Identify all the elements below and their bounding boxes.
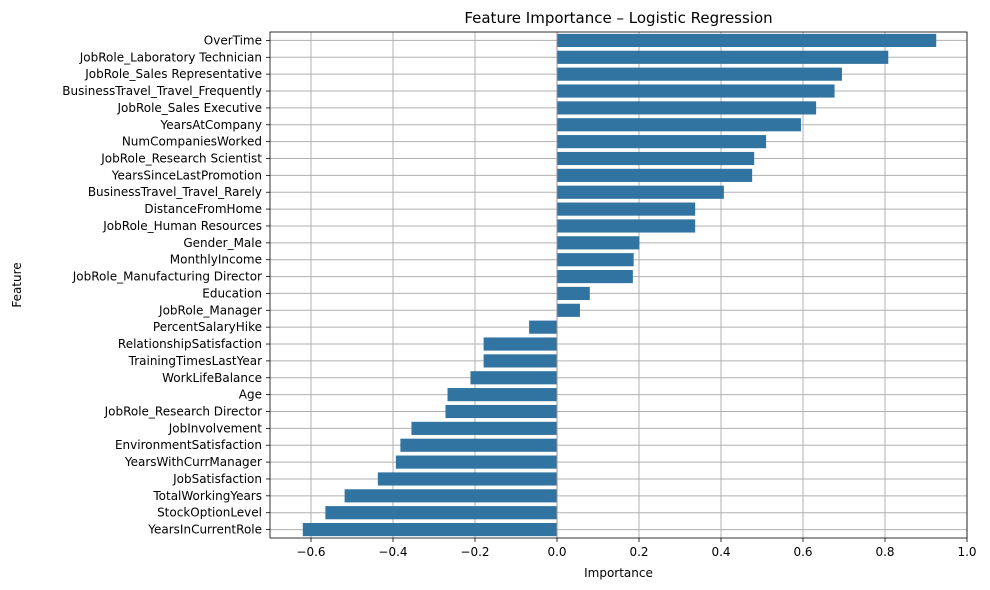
x-tick-label: −0.2 bbox=[460, 545, 489, 559]
y-tick-label: JobRole_Sales Representative bbox=[84, 67, 262, 81]
bar bbox=[557, 84, 835, 98]
chart-title: Feature Importance – Logistic Regression bbox=[464, 9, 772, 27]
bar bbox=[483, 354, 557, 368]
bar bbox=[557, 202, 696, 216]
bar bbox=[557, 303, 580, 317]
y-tick-label: JobRole_Sales Executive bbox=[116, 101, 262, 115]
y-tick-label: JobRole_Manufacturing Director bbox=[72, 270, 262, 284]
bar bbox=[557, 253, 634, 267]
y-tick-label: PercentSalaryHike bbox=[153, 320, 262, 334]
bar bbox=[395, 455, 557, 469]
y-axis-label: Feature bbox=[10, 262, 24, 307]
y-tick-label: YearsAtCompany bbox=[160, 118, 262, 132]
y-tick-label: JobSatisfaction bbox=[172, 472, 262, 486]
bar bbox=[344, 489, 557, 503]
y-tick-label: JobRole_Laboratory Technician bbox=[79, 50, 262, 64]
y-tick-label: MonthlyIncome bbox=[170, 253, 262, 267]
x-axis-label: Importance bbox=[584, 566, 653, 580]
y-tick-label: YearsSinceLastPromotion bbox=[111, 168, 262, 182]
bar bbox=[470, 371, 557, 385]
y-tick-label: JobRole_Human Resources bbox=[102, 219, 262, 233]
x-tick-label: 0.0 bbox=[547, 545, 566, 559]
y-tick-label: BusinessTravel_Travel_Frequently bbox=[62, 84, 262, 98]
y-tick-label: Education bbox=[202, 286, 262, 300]
x-tick-label: −0.6 bbox=[296, 545, 325, 559]
bar bbox=[557, 168, 753, 182]
y-tick-label: BusinessTravel_Travel_Rarely bbox=[88, 185, 262, 199]
bar bbox=[483, 337, 557, 351]
bar bbox=[529, 320, 557, 334]
x-tick-label: 0.8 bbox=[875, 545, 894, 559]
x-tick-label: 1.0 bbox=[957, 545, 976, 559]
y-tick-label: RelationshipSatisfaction bbox=[118, 337, 262, 351]
y-tick-label: YearsWithCurrManager bbox=[124, 455, 262, 469]
x-tick-label: 0.4 bbox=[711, 545, 730, 559]
y-tick-label: WorkLifeBalance bbox=[162, 371, 262, 385]
bar bbox=[557, 219, 696, 233]
y-tick-label: JobRole_Manager bbox=[158, 303, 262, 317]
bar bbox=[557, 135, 767, 149]
bar bbox=[377, 472, 557, 486]
bar bbox=[557, 118, 801, 132]
bar bbox=[445, 404, 557, 419]
y-tick-label: TotalWorkingYears bbox=[152, 489, 262, 503]
y-tick-label: JobInvolvement bbox=[168, 421, 263, 435]
y-tick-label: DistanceFromHome bbox=[144, 202, 262, 216]
bar bbox=[557, 185, 724, 199]
y-tick-label: OverTime bbox=[204, 33, 262, 47]
bar bbox=[557, 33, 937, 48]
y-tick-label: StockOptionLevel bbox=[157, 506, 262, 520]
plot-frame bbox=[269, 31, 968, 539]
y-tick-label: Gender_Male bbox=[183, 236, 262, 250]
y-tick-label: EnvironmentSatisfaction bbox=[115, 438, 262, 452]
y-tick-label: JobRole_Research Director bbox=[104, 405, 262, 419]
y-tick-label: YearsInCurrentRole bbox=[147, 523, 262, 537]
y-tick-label: NumCompaniesWorked bbox=[122, 135, 262, 149]
y-axis-ticks: OverTime JobRole_Laboratory Technician Job… bbox=[62, 33, 270, 537]
bar bbox=[325, 506, 557, 520]
bar bbox=[557, 286, 590, 301]
bar bbox=[557, 67, 842, 81]
x-tick-label: 0.2 bbox=[629, 545, 648, 559]
y-tick-label: TrainingTimesLastYear bbox=[128, 354, 262, 368]
y-tick-label: Age bbox=[239, 388, 262, 402]
bar bbox=[411, 421, 557, 435]
y-tick-label: JobRole_Research Scientist bbox=[100, 152, 262, 166]
bar bbox=[557, 269, 633, 284]
bar bbox=[557, 50, 889, 64]
bar bbox=[447, 388, 557, 402]
bar bbox=[557, 236, 640, 250]
bars bbox=[302, 33, 937, 537]
x-tick-label: −0.4 bbox=[378, 545, 407, 559]
bar bbox=[400, 438, 557, 452]
bar bbox=[557, 101, 817, 115]
x-tick-label: 0.6 bbox=[793, 545, 812, 559]
bar bbox=[557, 151, 755, 166]
bar bbox=[302, 522, 557, 537]
x-axis-ticks: −0.6 −0.4 −0.2 0.0 0.2 0.4 0.6 0.8 1.0 bbox=[296, 538, 977, 559]
